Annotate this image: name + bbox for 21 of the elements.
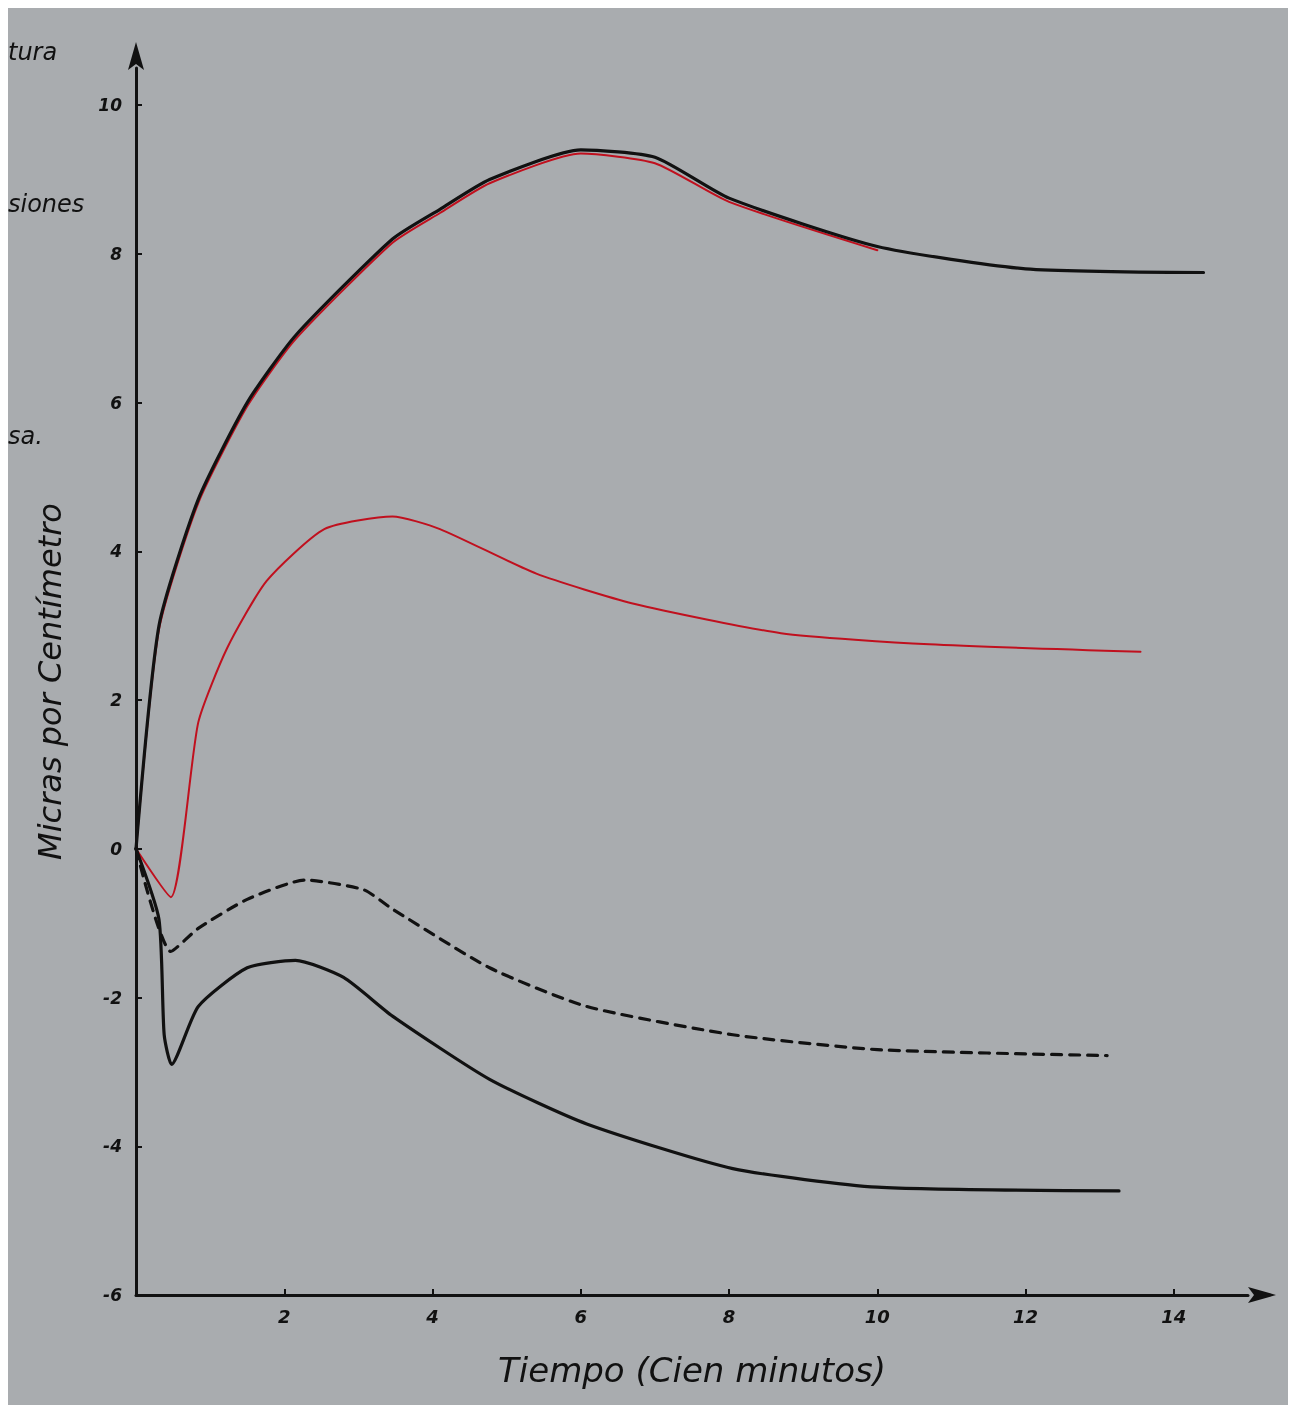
x-tick-label: 4 [425,1305,439,1327]
y-tick-label: 2 [110,690,122,711]
y-axis-title: Micras por Centímetro [31,503,69,860]
text: siones [8,190,85,218]
x-tick-label: 8 [722,1305,736,1327]
y-tick-label: -6 [103,1285,123,1305]
y-tick-label: 6 [110,392,123,413]
y-tick-label: 8 [110,243,123,264]
x-tick-label: 14 [1161,1305,1187,1327]
y-tick-label: -4 [103,1136,122,1157]
y-tick-label: 4 [109,541,122,562]
x-tick-label: 10 [864,1305,890,1327]
x-tick-label: 12 [1013,1305,1039,1327]
y-tick-label: 10 [98,95,123,116]
y-tick-label: 0 [110,838,123,859]
x-tick-label: 6 [574,1305,588,1327]
text: tura [8,38,58,66]
text: sa. [8,422,43,450]
y-tick-label: -2 [103,987,122,1008]
x-tick-label: 2 [278,1305,291,1327]
x-axis-title: Tiempo (Cien minutos) [498,1350,886,1390]
